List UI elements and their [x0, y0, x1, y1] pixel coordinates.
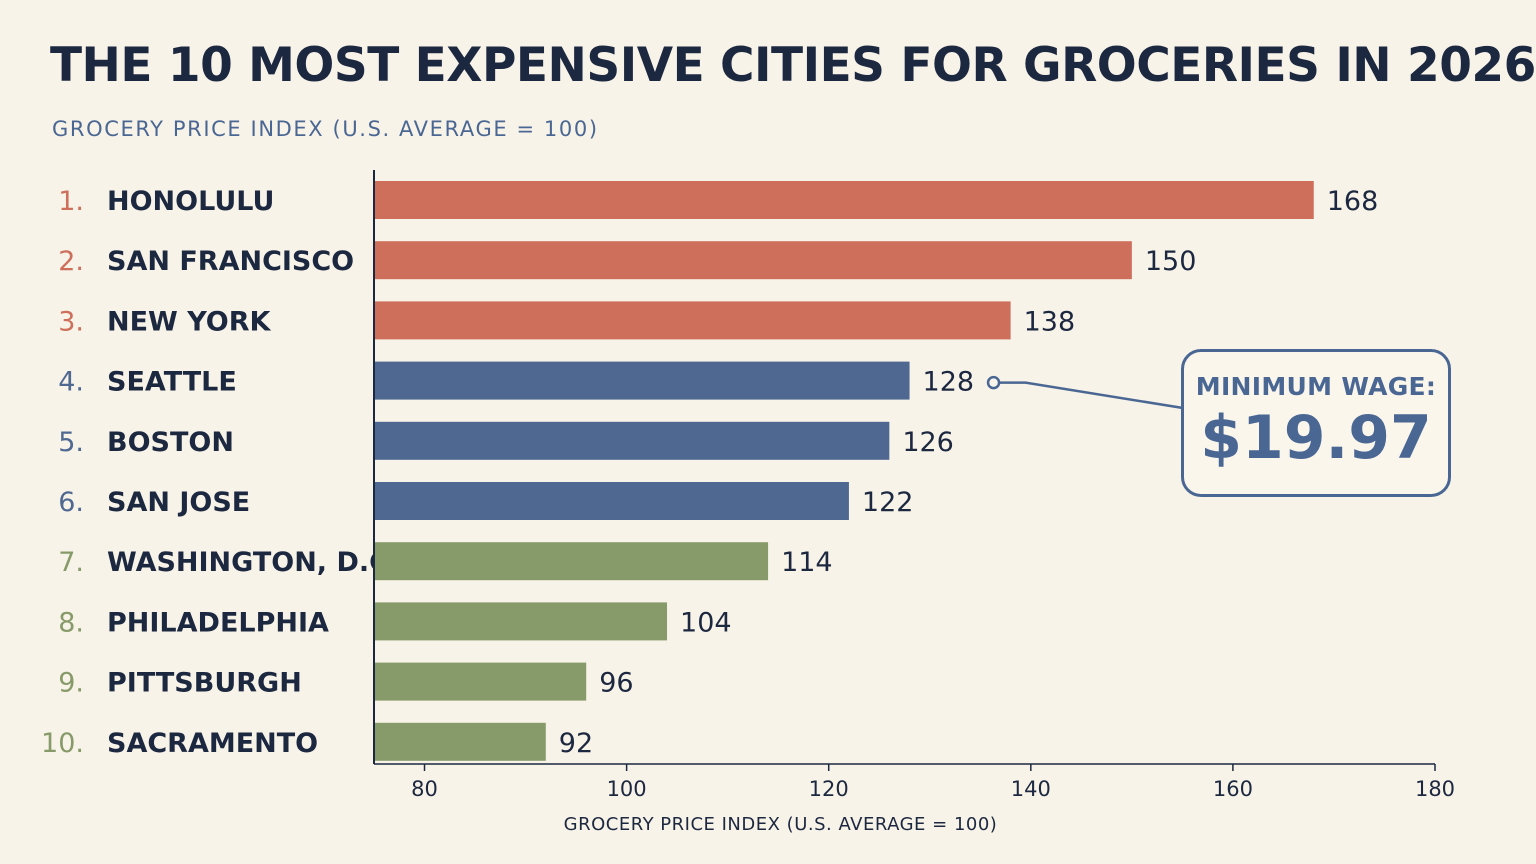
bar [374, 181, 1314, 219]
city-label: HONOLULU [107, 186, 274, 217]
city-label: SAN JOSE [107, 487, 250, 518]
city-label: SACRAMENTO [107, 728, 318, 759]
rank-label: 5. [58, 427, 84, 458]
bar [374, 602, 668, 641]
rank-label: 7. [58, 547, 84, 578]
value-label: 122 [862, 487, 914, 518]
city-label: PITTSBURGH [107, 668, 302, 699]
value-label: 96 [599, 668, 633, 699]
bar [374, 301, 1011, 340]
bar [374, 482, 849, 520]
callout-value: $19.97 [1200, 403, 1432, 473]
city-label: NEW YORK [107, 306, 272, 337]
bar [374, 241, 1132, 280]
x-tick-label: 80 [411, 777, 438, 801]
value-label: 126 [902, 427, 954, 458]
callout-dot [986, 375, 1001, 390]
x-tick-label: 100 [607, 777, 647, 801]
city-label: WASHINGTON, D.C. [107, 547, 399, 578]
x-axis-label: GROCERY PRICE INDEX (U.S. AVERAGE = 100) [564, 814, 998, 835]
city-label: SEATTLE [107, 367, 237, 398]
x-tick-label: 140 [1011, 777, 1051, 801]
chart-subtitle: GROCERY PRICE INDEX (U.S. AVERAGE = 100) [52, 117, 599, 141]
bar [374, 421, 890, 460]
city-label: BOSTON [107, 427, 234, 458]
x-tick-label: 180 [1415, 777, 1455, 801]
value-label: 114 [781, 547, 833, 578]
value-label: 138 [1024, 306, 1076, 337]
rank-label: 10. [41, 728, 84, 759]
rank-label: 9. [58, 668, 84, 699]
rank-label: 1. [58, 186, 84, 217]
value-label: 104 [680, 607, 732, 638]
x-tick-label: 120 [809, 777, 849, 801]
callout-connector [993, 381, 1184, 410]
rank-label: 8. [58, 607, 84, 638]
chart-title: THE 10 MOST EXPENSIVE CITIES FOR GROCERI… [50, 38, 1536, 93]
city-label: PHILADELPHIA [107, 607, 329, 638]
city-label: SAN FRANCISCO [107, 246, 354, 277]
bar [374, 542, 769, 581]
rank-label: 6. [58, 487, 84, 518]
value-label: 150 [1145, 246, 1197, 277]
bar [374, 361, 910, 400]
minimum-wage-callout: MINIMUM WAGE: $19.97 [1181, 349, 1451, 497]
rank-label: 4. [58, 367, 84, 398]
value-label: 92 [559, 728, 593, 759]
x-tick-label: 160 [1213, 777, 1253, 801]
value-label: 168 [1327, 186, 1379, 217]
rank-label: 3. [58, 306, 84, 337]
callout-label: MINIMUM WAGE: [1195, 372, 1437, 401]
bar [374, 722, 546, 761]
rank-label: 2. [58, 246, 84, 277]
bar [374, 662, 587, 701]
value-label: 128 [923, 367, 975, 398]
